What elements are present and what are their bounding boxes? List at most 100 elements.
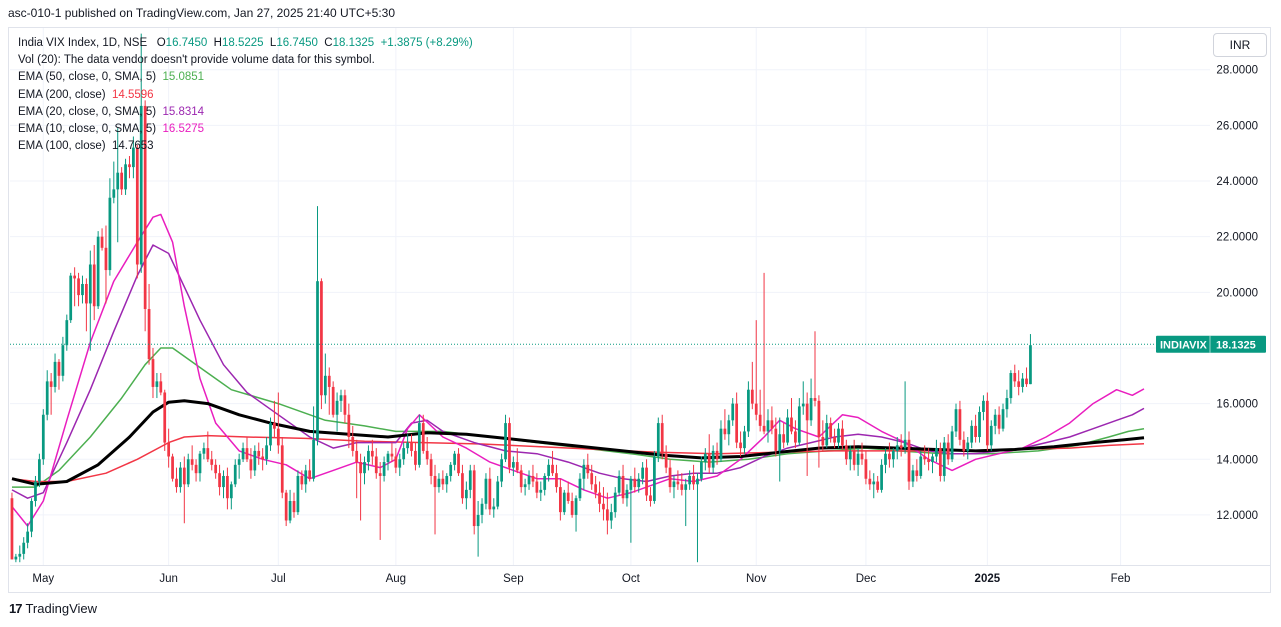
candle (637, 473, 641, 493)
candle (339, 389, 343, 412)
candle (868, 470, 872, 490)
candle (226, 467, 229, 510)
candle (77, 272, 80, 307)
symbol-name[interactable]: India VIX Index, 1D, NSE (18, 37, 148, 49)
currency-button[interactable]: INR (1213, 33, 1267, 57)
candle (484, 473, 488, 510)
low-value: 16.7450 (276, 37, 318, 49)
candle (825, 414, 829, 449)
candle (398, 453, 402, 476)
candle (245, 437, 249, 463)
candle (935, 439, 938, 463)
candle (461, 464, 464, 504)
candle (128, 155, 131, 179)
candle (331, 381, 335, 418)
indicator-ema100[interactable]: EMA (100, close) 14.7653 (18, 138, 473, 155)
candle (985, 392, 989, 451)
candle (547, 459, 550, 482)
candle (218, 464, 221, 496)
candle (355, 439, 359, 499)
candle (300, 470, 304, 490)
volume-row[interactable]: Vol (20): The data vendor doesn't provid… (18, 54, 375, 67)
candle (81, 275, 84, 304)
candle (958, 400, 962, 446)
candle (641, 462, 645, 485)
candle (425, 437, 429, 465)
candle (927, 448, 930, 471)
candle (351, 425, 355, 457)
symbol-row[interactable]: India VIX Index, 1D, NSE O16.7450 H18.52… (18, 35, 473, 52)
candle (53, 353, 57, 393)
candle (429, 453, 433, 485)
candle (69, 272, 73, 323)
candle (954, 403, 958, 438)
x-tick-label: Sep (503, 573, 523, 585)
candle (194, 459, 198, 482)
candle (159, 373, 163, 396)
x-tick-label: Jun (159, 573, 178, 585)
candle (680, 473, 684, 496)
candle (715, 442, 719, 465)
candle (26, 523, 29, 549)
x-tick-label: 2025 (975, 573, 1001, 585)
candle (179, 462, 182, 493)
candle (1013, 364, 1017, 387)
footer-brand: TradingView (25, 601, 98, 616)
candle (782, 423, 786, 449)
candle (989, 420, 993, 451)
candle (653, 450, 656, 504)
indicator-ema200[interactable]: EMA (200, close) 14.5596 (18, 87, 473, 104)
candle (703, 448, 707, 471)
candle (261, 448, 265, 471)
candle (562, 489, 566, 515)
y-tick-label: 12.0000 (1216, 510, 1258, 522)
candle (578, 473, 582, 502)
candle (582, 459, 586, 490)
indicator-ema10[interactable]: EMA (10, close, 0, SMA, 5) 16.5275 (18, 121, 473, 138)
candle (202, 442, 206, 460)
legend: India VIX Index, 1D, NSE O16.7450 H18.52… (18, 35, 473, 155)
candle (809, 378, 813, 426)
candle (758, 389, 762, 432)
candle (464, 481, 468, 510)
candle (602, 487, 605, 521)
candle (739, 431, 742, 457)
candle (762, 272, 766, 435)
candle (417, 414, 421, 468)
candle (453, 450, 456, 471)
candle (656, 417, 660, 463)
footer[interactable]: 17 TradingView (9, 601, 97, 616)
candle (492, 498, 496, 518)
close-value: 18.1325 (332, 37, 375, 49)
candle (696, 473, 699, 563)
candle (633, 467, 637, 493)
candle (707, 434, 711, 474)
candle (378, 462, 382, 540)
candle (41, 409, 45, 465)
candle (888, 442, 891, 468)
indicator-ema50[interactable]: EMA (50, close, 0, SMA, 5) 15.0851 (18, 69, 473, 86)
candle (186, 453, 190, 488)
y-tick-label: 16.0000 (1216, 399, 1258, 411)
candle (10, 492, 14, 560)
candle (856, 448, 860, 476)
candle (903, 381, 907, 454)
candle (982, 395, 985, 421)
indicator-ema20[interactable]: EMA (20, close, 0, SMA, 5) 15.8314 (18, 104, 473, 121)
candle (511, 456, 515, 476)
candle (884, 448, 887, 474)
candle (143, 100, 147, 332)
candle (519, 464, 523, 493)
candle (488, 467, 492, 515)
candle (860, 442, 864, 465)
x-tick-label: Nov (746, 573, 767, 585)
candle (175, 467, 178, 493)
candle (214, 459, 218, 479)
candle (308, 459, 312, 482)
last-price-tag[interactable]: INDIAVIX 18.1325 (1156, 335, 1266, 353)
candle (316, 206, 319, 446)
indicator-value: 16.5275 (162, 123, 205, 136)
candle (335, 392, 339, 432)
candle (676, 470, 680, 490)
